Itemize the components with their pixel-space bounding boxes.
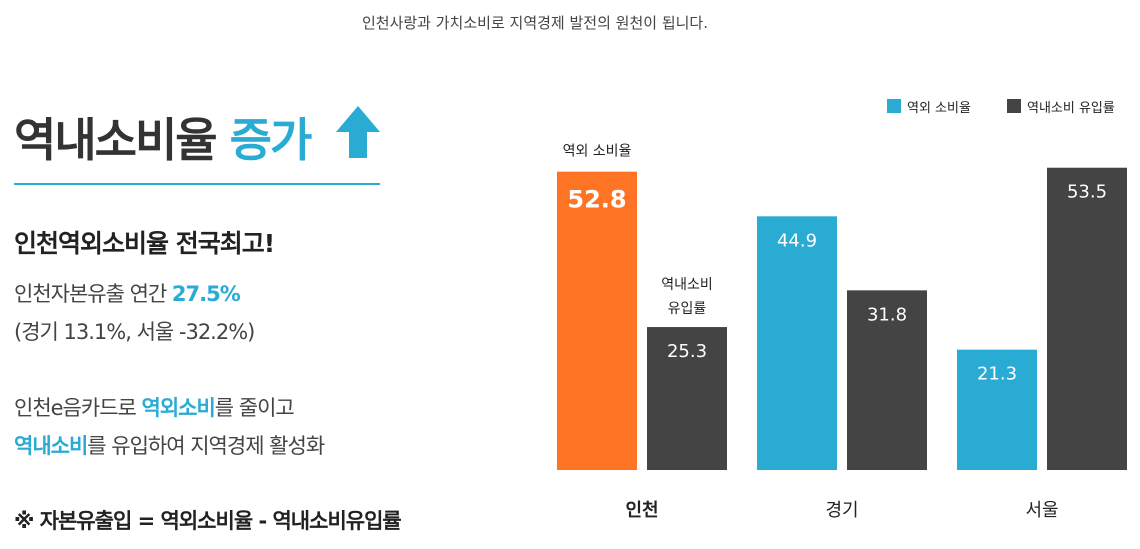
- data-label-inflow-3: 53.5: [1067, 182, 1107, 203]
- stat-line: 인천자본유출 연간 27.5%: [14, 278, 241, 308]
- message-line2-highlight: 역내소비: [14, 434, 88, 458]
- up-arrow-icon: [336, 106, 380, 158]
- message-line1-suffix: 를 줄이고: [214, 396, 295, 420]
- bar-inflow-1: [647, 327, 727, 470]
- stat-value: 27.5%: [171, 282, 241, 306]
- bar-outflow-2: [757, 216, 837, 470]
- headline-main: 역내소비율: [14, 113, 230, 167]
- annotation-inflow-line-2: 유입률: [668, 301, 707, 317]
- category-label-1: 인천: [625, 500, 658, 521]
- data-label-inflow-2: 31.8: [867, 304, 907, 325]
- subhead: 인천역외소비율 전국최고!: [14, 229, 275, 258]
- legend-swatch-1: [887, 99, 901, 113]
- bar-inflow-3: [1047, 167, 1127, 470]
- category-label-2: 경기: [825, 500, 858, 521]
- annotation-outflow: 역외 소비율: [563, 144, 632, 160]
- legend-label-1: 역외 소비율: [907, 101, 971, 116]
- bar-inflow-2: [847, 290, 927, 470]
- legend-swatch-2: [1007, 99, 1021, 113]
- message-line2-suffix: 를 유입하여 지역경제 활성화: [87, 434, 325, 458]
- data-label-outflow-2: 44.9: [777, 230, 817, 251]
- bar-outflow-1: [557, 171, 637, 470]
- tagline: 인천사랑과 가치소비로 지역경제 발전의 원천이 됩니다.: [361, 14, 708, 32]
- formula-note: ※ 자본유출입 = 역외소비율 - 역내소비유입률: [14, 509, 402, 533]
- message-line1-prefix: 인천e음카드로: [14, 396, 142, 420]
- data-label-inflow-1: 25.3: [667, 341, 707, 362]
- message-line-1: 인천e음카드로 역외소비를 줄이고: [14, 392, 295, 422]
- bar-outflow-3: [957, 349, 1037, 470]
- data-label-outflow-3: 21.3: [977, 364, 1017, 385]
- headline: 역내소비율 증가: [14, 104, 313, 170]
- headline-accent: 증가: [229, 113, 313, 167]
- stat-prefix: 인천자본유출 연간: [14, 282, 172, 306]
- data-label-outflow-1: 52.8: [567, 186, 626, 214]
- stat-detail: (경기 13.1%, 서울 -32.2%): [14, 320, 255, 344]
- category-label-3: 서울: [1025, 500, 1058, 521]
- headline-underline: [14, 183, 380, 185]
- legend-label-2: 역내소비 유입률: [1027, 101, 1115, 116]
- message-line-2: 역내소비를 유입하여 지역경제 활성화: [14, 430, 325, 460]
- message-line1-highlight: 역외소비: [141, 396, 216, 420]
- annotation-inflow-line-1: 역내소비: [661, 277, 713, 293]
